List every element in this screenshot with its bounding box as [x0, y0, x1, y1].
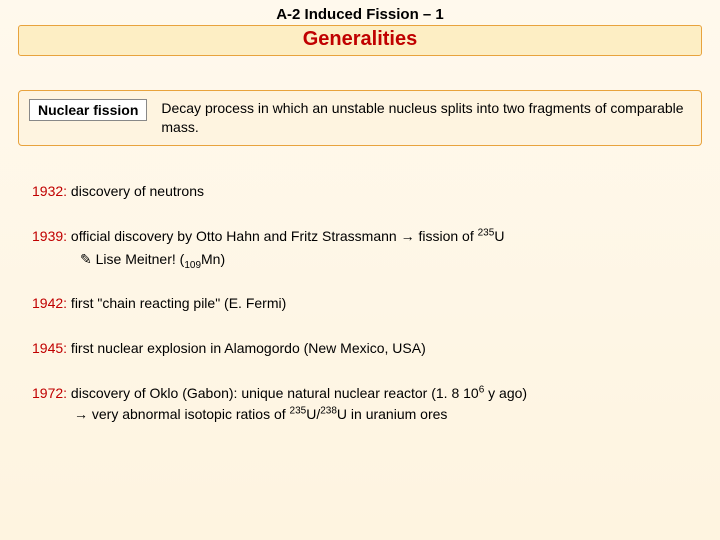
text-1939a: official discovery by Otto Hahn and Frit…: [67, 228, 401, 244]
year-1972: 1972:: [32, 385, 67, 401]
definition-box: Nuclear fission Decay process in which a…: [18, 90, 702, 146]
year-1945: 1945:: [32, 340, 67, 356]
arrow-icon: →: [74, 406, 88, 422]
text-1945: first nuclear explosion in Alamogordo (N…: [67, 340, 426, 356]
slide-header: A-2 Induced Fission – 1 Generalities: [0, 0, 720, 56]
subtitle-box: Generalities: [18, 25, 702, 56]
note-icon: ✎: [80, 251, 92, 267]
text-1939b: fission of: [415, 228, 478, 244]
sup-235b: 235: [290, 405, 307, 416]
sub-109: 109: [184, 259, 201, 270]
definition-label: Nuclear fission: [29, 99, 147, 121]
text-1972b: y ago): [484, 385, 527, 401]
definition-text: Decay process in which an unstable nucle…: [161, 99, 691, 137]
timeline-item-1932: 1932: discovery of neutrons: [32, 182, 688, 201]
meitner-note: ✎ Lise Meitner! (109Mn): [80, 250, 688, 269]
u-symbol: U: [494, 228, 504, 244]
text-1932: discovery of neutrons: [67, 183, 204, 199]
year-1939: 1939:: [32, 228, 67, 244]
subtitle: Generalities: [19, 28, 701, 51]
u-a: U/: [306, 406, 320, 422]
u-b: U in uranium ores: [337, 406, 448, 422]
timeline-item-1945: 1945: first nuclear explosion in Alamogo…: [32, 339, 688, 358]
note-mn: Mn): [201, 251, 225, 267]
year-1942: 1942:: [32, 295, 67, 311]
text-1942: first "chain reacting pile" (E. Fermi): [67, 295, 286, 311]
cont-a: very abnormal isotopic ratios of: [88, 406, 290, 422]
timeline-item-1942: 1942: first "chain reacting pile" (E. Fe…: [32, 294, 688, 313]
timeline-item-1939: 1939: official discovery by Otto Hahn an…: [32, 227, 688, 269]
note-text-a: Lise Meitner! (: [92, 251, 185, 267]
header-top: A-2 Induced Fission – 1: [0, 6, 720, 23]
timeline: 1932: discovery of neutrons 1939: offici…: [32, 182, 688, 424]
sup-235: 235: [478, 227, 495, 238]
oklo-continuation: → very abnormal isotopic ratios of 235U/…: [74, 405, 688, 424]
sup-238: 238: [320, 405, 337, 416]
timeline-item-1972: 1972: discovery of Oklo (Gabon): unique …: [32, 384, 688, 424]
arrow-icon: →: [401, 228, 415, 244]
year-1932: 1932:: [32, 183, 67, 199]
text-1972a: discovery of Oklo (Gabon): unique natura…: [67, 385, 479, 401]
